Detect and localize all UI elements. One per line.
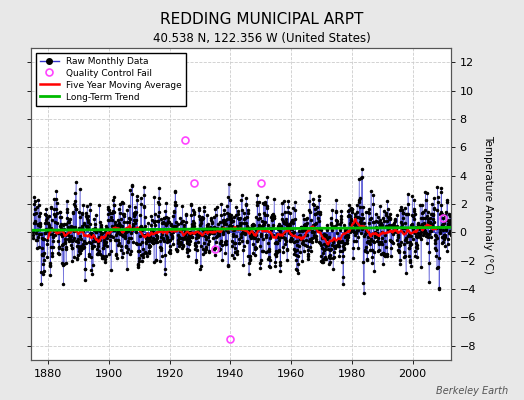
Text: Berkeley Earth: Berkeley Earth	[436, 386, 508, 396]
Text: REDDING MUNICIPAL ARPT: REDDING MUNICIPAL ARPT	[160, 12, 364, 27]
Text: 40.538 N, 122.356 W (United States): 40.538 N, 122.356 W (United States)	[153, 32, 371, 45]
Legend: Raw Monthly Data, Quality Control Fail, Five Year Moving Average, Long-Term Tren: Raw Monthly Data, Quality Control Fail, …	[36, 52, 186, 106]
Y-axis label: Temperature Anomaly (°C): Temperature Anomaly (°C)	[483, 134, 493, 274]
